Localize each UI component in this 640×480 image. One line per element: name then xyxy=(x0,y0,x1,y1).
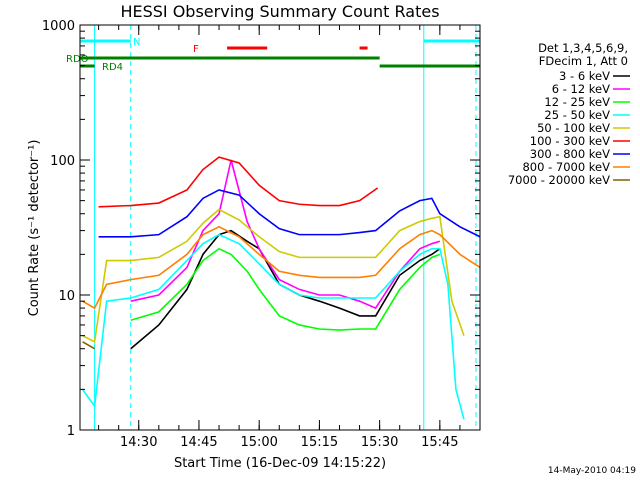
legend-entry-label: 3 - 6 keV xyxy=(559,69,610,83)
footer-timestamp: 14-May-2010 04:19 xyxy=(548,466,636,476)
series-line-7000-20000-kev xyxy=(82,341,95,350)
series-line-300-800-kev xyxy=(98,189,481,238)
rdo-label: RDO xyxy=(66,54,89,65)
axis-ticks: 14:30 14:45 15:00 15:15 15:30 15:45 1 10 100 1000 xyxy=(42,19,481,450)
legend-entry-label: 50 - 100 keV xyxy=(537,121,610,135)
legend-entry-label: 800 - 7000 keV xyxy=(522,160,610,174)
y-tick-label: 10 xyxy=(58,289,75,304)
y-tick-label: 100 xyxy=(50,154,75,169)
legend-entry-label: 7000 - 20000 keV xyxy=(508,173,610,187)
x-tick-label: 15:45 xyxy=(421,435,458,450)
legend-entry-label: 25 - 50 keV xyxy=(544,108,610,122)
series-line-50-100-kev xyxy=(82,208,465,344)
series-line-3-6-kev xyxy=(130,229,441,350)
series-line-25-50-kev xyxy=(81,233,465,420)
rd4-label: RD4 xyxy=(102,62,123,73)
legend: Det 1,3,4,5,6,9, FDecim 1, Att 0 3 - 6 k… xyxy=(508,41,630,187)
legend-header-detectors: Det 1,3,4,5,6,9, xyxy=(538,41,628,55)
observing-flags: N F RDO RD4 xyxy=(66,25,480,430)
x-tick-label: 15:30 xyxy=(361,435,398,450)
plot-frame xyxy=(79,24,481,431)
x-axis-label: Start Time (16-Dec-09 14:15:22) xyxy=(174,456,386,471)
series-line-12-25-kev xyxy=(130,247,441,331)
y-tick-label: 1000 xyxy=(42,19,75,34)
flare-label: F xyxy=(193,44,199,55)
x-tick-label: 14:45 xyxy=(180,435,217,450)
series-line-800-7000-kev xyxy=(82,225,481,310)
legend-header-decim: FDecim 1, Att 0 xyxy=(539,54,628,68)
x-tick-label: 14:30 xyxy=(120,435,157,450)
x-tick-label: 15:00 xyxy=(240,435,277,450)
x-tick-label: 15:15 xyxy=(301,435,338,450)
chart-title: HESSI Observing Summary Count Rates xyxy=(120,2,439,21)
legend-entry-label: 6 - 12 keV xyxy=(552,82,610,96)
y-axis-label: Count Rate (s⁻¹ detector⁻¹) xyxy=(27,140,42,317)
series-layer xyxy=(81,156,481,420)
series-line-100-300-kev xyxy=(98,156,379,208)
night-label: N xyxy=(133,37,140,48)
legend-entry-label: 300 - 800 keV xyxy=(530,147,610,161)
y-tick-label: 1 xyxy=(67,424,75,439)
legend-entry-label: 12 - 25 keV xyxy=(544,95,610,109)
legend-entry-label: 100 - 300 keV xyxy=(530,134,610,148)
